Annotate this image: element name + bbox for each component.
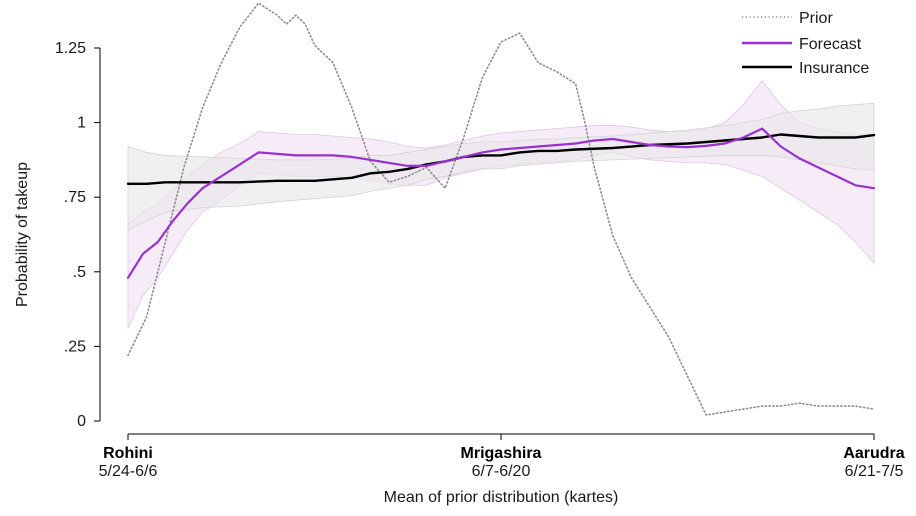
y-axis-title: Probability of takeup xyxy=(14,162,31,307)
legend-label-forecast: Forecast xyxy=(799,36,862,53)
y-tick-label: 1 xyxy=(77,115,86,132)
x-tick-dates: 5/24-6/6 xyxy=(99,463,158,480)
band-insurance xyxy=(127,102,875,231)
legend: Prior Forecast Insurance xyxy=(742,10,869,77)
x-tick-name: Aarudra xyxy=(843,445,904,462)
line-insurance xyxy=(126,133,876,185)
y-tick-label: .25 xyxy=(64,338,86,355)
y-tick-label: 0 xyxy=(77,413,86,430)
series-lines xyxy=(126,2,876,416)
y-tick-label: .5 xyxy=(73,264,86,281)
x-tick-dates: 6/7-6/20 xyxy=(472,463,531,480)
y-tick-label: 1.25 xyxy=(55,40,86,57)
y-tick-label: .75 xyxy=(64,189,86,206)
y-ticks: 0 .25 .5 .75 1 1.25 xyxy=(55,40,100,430)
confidence-bands xyxy=(127,80,875,329)
x-tick-name: Rohini xyxy=(103,445,153,462)
x-tick-dates: 6/21-7/5 xyxy=(845,463,904,480)
line-prior xyxy=(127,2,875,416)
x-tick-name: Mrigashira xyxy=(461,445,542,462)
x-axis-title: Mean of prior distribution (kartes) xyxy=(384,489,619,506)
line-forecast xyxy=(126,127,876,279)
legend-label-prior: Prior xyxy=(799,10,833,27)
legend-label-insurance: Insurance xyxy=(799,60,869,77)
